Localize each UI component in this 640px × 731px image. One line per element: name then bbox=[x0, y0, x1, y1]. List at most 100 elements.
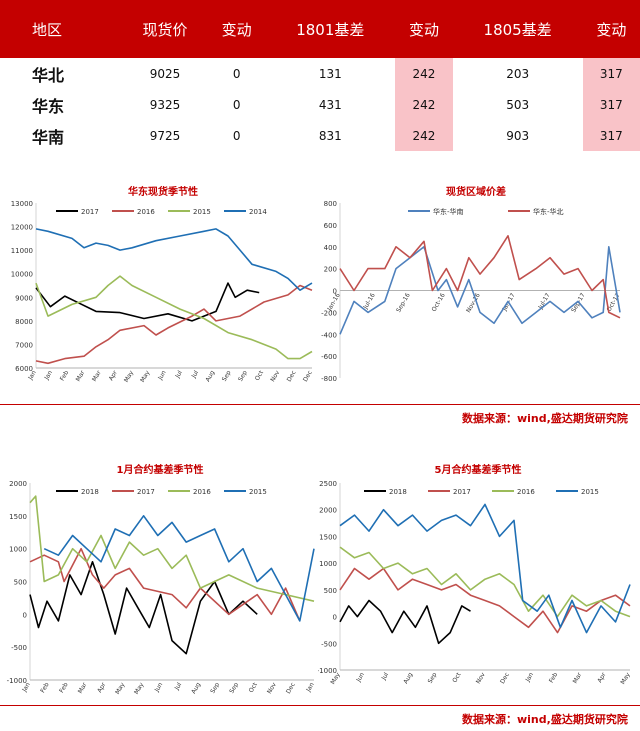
series-line bbox=[35, 275, 313, 360]
x-tick-label: Jul bbox=[174, 369, 184, 380]
x-tick-label: Jun bbox=[156, 369, 167, 382]
x-tick-label: Jan bbox=[21, 681, 32, 694]
x-tick-label: May bbox=[133, 681, 145, 696]
x-tick-label: Jan bbox=[27, 369, 38, 382]
series-line bbox=[43, 515, 315, 622]
x-tick-label: Jul bbox=[380, 671, 390, 682]
series-line bbox=[339, 503, 631, 634]
chart-regional-spread: 现货区域价差-800-600-400-2000200400600800Jan-1… bbox=[321, 185, 622, 383]
x-tick-label: Jul bbox=[190, 369, 200, 380]
series-line bbox=[29, 561, 258, 655]
cell-region: 华北 bbox=[32, 65, 65, 85]
y-tick-label: 2000 bbox=[319, 507, 337, 515]
x-tick-label: Mar bbox=[75, 369, 87, 383]
legend-label: 2018 bbox=[81, 488, 99, 496]
x-tick-label: Sep-16 bbox=[395, 292, 412, 314]
table-row: 华北 9025 0 131 242 203 317 bbox=[0, 58, 640, 89]
y-tick-label: 10000 bbox=[11, 271, 33, 279]
legend-label: 2015 bbox=[249, 488, 267, 496]
x-tick-label: May bbox=[619, 671, 631, 686]
y-tick-label: -600 bbox=[321, 353, 337, 361]
x-tick-label: Sep bbox=[221, 369, 233, 382]
y-tick-label: 7000 bbox=[15, 341, 33, 349]
cell-spot: 9025 bbox=[149, 66, 181, 81]
x-tick-label: Feb bbox=[58, 681, 69, 694]
series-line bbox=[29, 547, 301, 622]
cell-change: 0 bbox=[232, 97, 241, 112]
x-tick-label: Sep bbox=[228, 681, 240, 694]
source-note-bottom: 数据来源：wind,盛达期货研究院 bbox=[462, 713, 628, 726]
y-tick-label: 8000 bbox=[15, 318, 33, 326]
x-tick-label: Mar bbox=[572, 671, 584, 685]
y-tick-label: 9000 bbox=[15, 294, 33, 302]
x-tick-label: Aug bbox=[190, 681, 202, 695]
y-tick-label: 12000 bbox=[11, 224, 33, 232]
x-tick-label: May bbox=[139, 369, 151, 384]
y-tick-label: 500 bbox=[14, 579, 27, 587]
cell-change: 0 bbox=[232, 66, 241, 81]
y-tick-label: -500 bbox=[11, 644, 27, 652]
y-tick-label: 0 bbox=[333, 614, 337, 622]
x-tick-label: Nov bbox=[269, 369, 281, 383]
legend-label: 2016 bbox=[193, 488, 211, 496]
x-tick-label: Sep bbox=[237, 369, 249, 382]
y-tick-label: -400 bbox=[321, 331, 337, 339]
legend-label: 2017 bbox=[137, 488, 155, 496]
y-tick-label: 2500 bbox=[319, 480, 337, 488]
x-tick-label: Apr bbox=[108, 369, 120, 382]
header-1801-basis: 1801基差 bbox=[265, 0, 396, 58]
source-note-top: 数据来源：wind,盛达期货研究院 bbox=[462, 412, 628, 425]
x-tick-label: Jan bbox=[43, 369, 54, 382]
legend-label: 2016 bbox=[137, 208, 155, 216]
cell-1805-change: 317 bbox=[582, 58, 640, 89]
cell-1805-basis: 903 bbox=[506, 128, 530, 143]
x-tick-label: Jan bbox=[524, 671, 535, 684]
header-spot-price: 现货价 bbox=[122, 0, 208, 58]
header-change: 变动 bbox=[208, 0, 266, 58]
y-tick-label: 400 bbox=[324, 244, 337, 252]
cell-spot: 9325 bbox=[149, 97, 181, 112]
y-tick-label: 1500 bbox=[319, 533, 337, 541]
x-tick-label: Aug bbox=[402, 671, 414, 685]
x-tick-label: Dec bbox=[499, 672, 511, 686]
x-tick-label: Apr bbox=[596, 671, 608, 684]
legend-label: 2017 bbox=[81, 208, 99, 216]
x-tick-label: Sep bbox=[209, 681, 221, 694]
x-tick-label: Mar bbox=[91, 369, 103, 383]
series-line bbox=[339, 246, 621, 335]
cell-1801-basis: 831 bbox=[318, 128, 342, 143]
divider-bottom bbox=[0, 705, 640, 706]
y-tick-label: 200 bbox=[324, 266, 337, 274]
x-tick-label: Mar bbox=[77, 681, 89, 695]
x-tick-label: Dec bbox=[285, 682, 297, 696]
chart-may-contract-basis: 5月合约基差季节性 -1000 -500 0 500 1000 1500 2000 2500 Ma… bbox=[318, 463, 632, 686]
cell-change: 0 bbox=[232, 128, 241, 143]
y-tick-label: 11000 bbox=[11, 247, 33, 255]
series-line bbox=[339, 235, 621, 319]
cell-region: 华东 bbox=[32, 96, 65, 116]
x-tick-label: Jul bbox=[173, 681, 183, 692]
x-tick-label: Oct bbox=[248, 681, 260, 694]
x-tick-label: Feb bbox=[548, 671, 559, 684]
y-tick-label: 13000 bbox=[11, 200, 33, 208]
x-tick-label: Apr bbox=[96, 681, 108, 694]
y-tick-label: 2000 bbox=[9, 480, 27, 488]
x-tick-label: Dec bbox=[286, 370, 298, 384]
legend-label: 华东-华南 bbox=[433, 207, 464, 216]
y-tick-label: 1000 bbox=[319, 560, 337, 568]
x-tick-label: Dec bbox=[302, 370, 314, 384]
cell-1801-basis: 131 bbox=[318, 66, 342, 81]
legend-label: 2018 bbox=[389, 488, 407, 496]
y-tick-label: -1000 bbox=[318, 667, 337, 675]
cell-1801-change: 242 bbox=[395, 120, 453, 151]
x-tick-label: Nov bbox=[475, 671, 487, 685]
series-line bbox=[339, 599, 471, 645]
y-tick-label: -200 bbox=[321, 309, 337, 317]
y-tick-label: -800 bbox=[321, 375, 337, 383]
x-tick-label: Jun bbox=[153, 681, 164, 694]
cell-1805-change: 317 bbox=[582, 120, 640, 151]
cell-1805-basis: 503 bbox=[506, 97, 530, 112]
x-tick-label: Oct-16 bbox=[431, 292, 447, 313]
x-tick-label: Oct bbox=[451, 671, 463, 684]
table-header-row: 地区 现货价 变动 1801基差 变动 1805基差 变动 bbox=[0, 0, 640, 58]
